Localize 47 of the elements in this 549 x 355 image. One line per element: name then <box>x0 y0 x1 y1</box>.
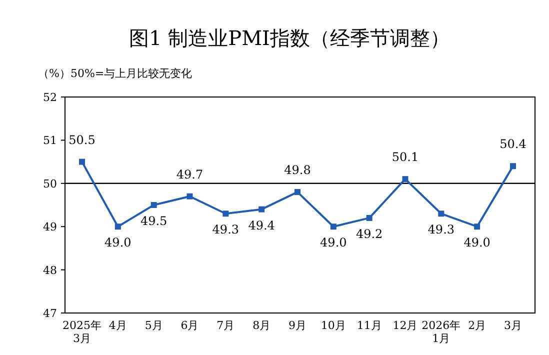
data-label: 50.4 <box>500 137 527 152</box>
point <box>402 176 408 182</box>
data-label: 49.0 <box>320 236 347 250</box>
point <box>222 210 229 217</box>
x-tick-label: 6月 <box>180 319 199 332</box>
x-tick-label: 11月 <box>356 319 382 332</box>
x-tick-label: 7月 <box>216 319 235 332</box>
chart-title: 图1 制造业PMI指数（经季节调整） <box>129 26 450 50</box>
x-tick-label: 12月 <box>392 319 418 332</box>
y-axis-title: （%）50%=与上月比较无变化 <box>38 67 192 80</box>
x-tick-label: 8月 <box>252 319 271 332</box>
data-label: 49.8 <box>284 163 311 178</box>
data-label: 49.4 <box>248 218 276 232</box>
point <box>79 158 85 165</box>
x-tick-label: 2025年 3月 <box>62 319 102 345</box>
y-tick-label: 51 <box>43 134 57 148</box>
x-tick-label: 4月 <box>108 319 127 332</box>
point <box>150 202 157 208</box>
data-label: 49.2 <box>356 226 383 241</box>
y-tick-label: 52 <box>43 91 57 104</box>
x-tick-label: 2026年 1月 <box>422 319 461 345</box>
point <box>114 224 121 230</box>
y-tick-label: 50 <box>43 177 57 190</box>
point <box>510 163 516 170</box>
y-tick-label: 49 <box>43 220 57 234</box>
y-tick-label: 48 <box>43 264 57 277</box>
point <box>294 189 300 196</box>
point <box>330 224 336 230</box>
data-label: 49.0 <box>464 236 490 250</box>
data-label: 49.7 <box>176 167 204 182</box>
point <box>438 210 444 217</box>
point <box>474 224 480 230</box>
y-tick-label: 47 <box>43 307 57 320</box>
point <box>258 206 265 212</box>
point <box>186 193 193 200</box>
x-tick-label: 9月 <box>288 319 306 332</box>
data-label: 50.5 <box>68 132 96 147</box>
data-label: 49.3 <box>212 222 240 237</box>
x-tick-label: 5月 <box>144 319 163 332</box>
data-label: 49.3 <box>428 222 455 237</box>
data-label: 49.0 <box>104 236 132 250</box>
x-tick-label: 2月 <box>468 319 486 332</box>
x-tick-label: 3月 <box>504 319 522 332</box>
data-label: 50.1 <box>392 150 419 164</box>
data-label: 49.5 <box>140 214 168 228</box>
point <box>366 214 372 221</box>
x-tick-label: 10月 <box>320 319 346 332</box>
